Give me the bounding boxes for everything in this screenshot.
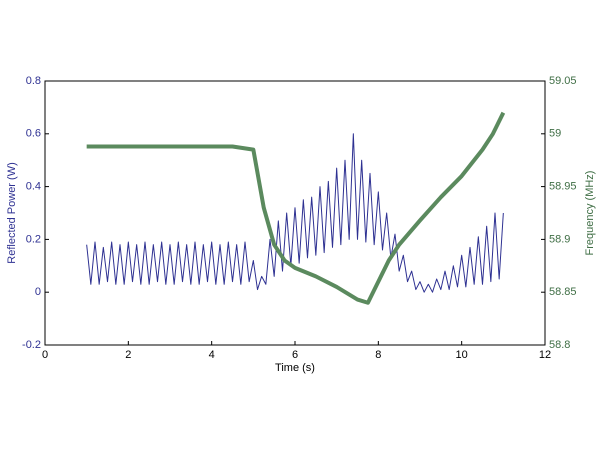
y2-tick-label: 58.9 (549, 233, 570, 245)
y-tick-label: 0.6 (26, 128, 41, 140)
y-axis-label: Reflected Power (W) (6, 162, 18, 263)
x-tick-label: 0 (42, 349, 48, 361)
y2-tick-label: 59.05 (549, 75, 577, 87)
x-tick-label: 8 (375, 349, 381, 361)
x-axis-label: Time (s) (275, 362, 315, 374)
x-tick-label: 2 (125, 349, 131, 361)
y-tick-label: 0.2 (26, 233, 41, 245)
data-line (86, 111, 506, 305)
x-tick-label: 12 (539, 349, 551, 361)
y2-axis-label: Frequency (MHz) (584, 171, 596, 256)
y-tick-label: 0 (35, 286, 41, 298)
y2-tick-label: 58.85 (549, 286, 577, 298)
x-tick-label: 10 (456, 349, 468, 361)
y-tick-label: -0.2 (22, 339, 41, 351)
y-tick-label: 0.8 (26, 75, 41, 87)
data-line (86, 133, 504, 293)
x-tick-label: 6 (292, 349, 298, 361)
x-tick-label: 4 (209, 349, 215, 361)
y-tick-label: 0.4 (26, 181, 41, 193)
y2-tick-label: 58.95 (549, 181, 577, 193)
y2-tick-label: 59 (549, 128, 561, 140)
y2-tick-label: 58.8 (549, 339, 570, 351)
